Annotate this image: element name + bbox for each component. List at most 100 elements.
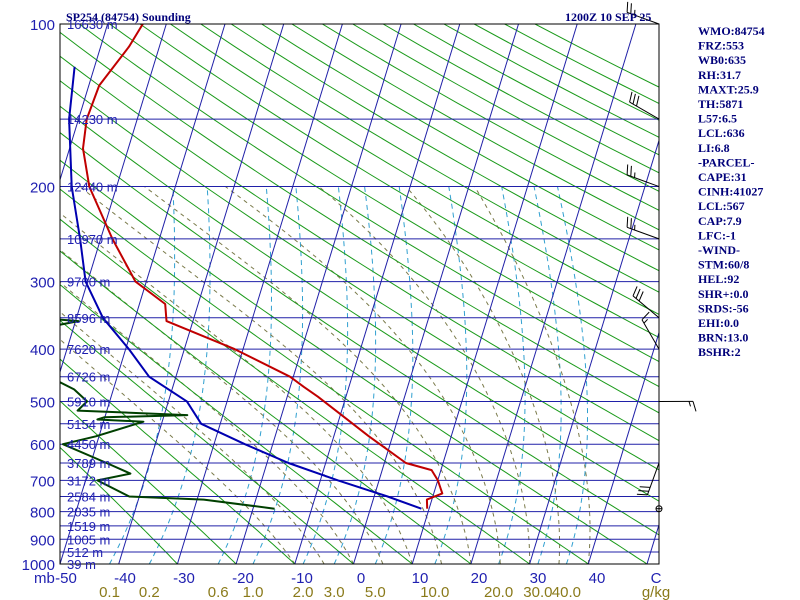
height-tick: 2035 m — [67, 505, 110, 520]
temperature-tick: -50 — [55, 570, 77, 587]
wind-barb — [641, 311, 660, 350]
pressure-tick: 1000 — [22, 557, 55, 574]
height-tick: 14230 m — [67, 112, 118, 127]
temperature-tick: 0 — [357, 570, 365, 587]
temperature-tick: -40 — [114, 570, 136, 587]
mixing-ratio-tick: 0.1 — [99, 584, 120, 600]
wind-barb — [658, 400, 697, 412]
wind-barb — [655, 505, 663, 513]
mixing-ratio-line — [434, 186, 468, 564]
mixing-ratio-tick: 0.6 — [208, 584, 229, 600]
pressure-tick: 300 — [30, 275, 55, 292]
height-tick: 3172 m — [67, 473, 110, 488]
mixing-ratio-line — [374, 186, 414, 564]
moist-adiabat — [79, 186, 443, 564]
mixing-ratio-line — [333, 186, 377, 564]
height-tick: 1005 m — [67, 532, 110, 547]
stability-index: BRN:13.0 — [698, 331, 748, 345]
height-tick: 12440 m — [67, 180, 118, 195]
valid-time: 1200Z 10 SEP 25 — [565, 10, 651, 24]
height-tick-labels: 16630 m 14230 m 12440 m 10970 m 9700 m 8596 m… — [67, 17, 118, 572]
height-tick: 16630 m — [67, 17, 118, 32]
stability-index: CINH:41027 — [698, 185, 763, 199]
height-tick: 512 m — [67, 545, 103, 560]
height-tick: 7620 m — [67, 342, 110, 357]
temperature-tick: C — [651, 570, 662, 587]
stability-index: CAP:7.9 — [698, 214, 742, 228]
stability-index: WB0:635 — [698, 53, 746, 67]
stability-index: CAPE:31 — [698, 170, 747, 184]
isotherm — [60, 24, 109, 182]
mixing-ratio-tick: 40.0 — [552, 584, 581, 600]
temperature-tick: -10 — [291, 570, 313, 587]
pressure-tick: 200 — [30, 180, 55, 197]
pressure-tick: 100 — [30, 17, 55, 34]
isotherm — [587, 330, 659, 564]
height-tick: 5154 m — [67, 417, 110, 432]
stability-index: L57:6.5 — [698, 112, 737, 126]
parcel-profile — [68, 66, 422, 510]
stability-index: -WIND- — [698, 243, 740, 257]
isotherm — [529, 138, 659, 564]
stability-index: LCL:636 — [698, 126, 745, 140]
isotherm — [60, 24, 167, 374]
moist-adiabat — [225, 186, 501, 564]
temperature-tick: 30 — [530, 570, 547, 587]
wind-barb — [629, 91, 660, 120]
pressure-unit-label: mb — [34, 570, 55, 587]
stability-index: WMO:84754 — [698, 24, 765, 38]
stability-index: RH:31.7 — [698, 68, 741, 82]
moist-adiabat — [60, 338, 296, 564]
isotherm — [176, 24, 343, 564]
stability-index: TH:5871 — [698, 97, 743, 111]
wind-barb — [636, 462, 660, 496]
stability-index: EHI:0.0 — [698, 316, 739, 330]
isotherm — [470, 24, 637, 564]
stability-indices: WMO:84754FRZ:553WB0:635RH:31.7MAXT:25.9T… — [698, 24, 765, 359]
isotherm — [353, 24, 519, 564]
height-tick: 1519 m — [67, 519, 110, 534]
chart-title: SP254 (84754) Sounding — [66, 10, 191, 24]
mixing-ratio-line — [302, 186, 349, 564]
moist-adiabat — [60, 281, 354, 564]
pressure-tick: 700 — [30, 473, 55, 490]
plot-background — [60, 24, 659, 564]
stability-index: MAXT:25.9 — [698, 82, 759, 96]
mixing-ratio-tick: 20.0 — [484, 584, 513, 600]
height-tick: 39 m — [67, 557, 96, 572]
pressure-tick: 900 — [30, 532, 55, 549]
height-tick: 9700 m — [67, 275, 110, 290]
mixing-ratio-tick: 3.0 — [324, 584, 345, 600]
pressure-tick: 600 — [30, 437, 55, 454]
mixing-ratio-tick: 2.0 — [293, 584, 314, 600]
pressure-tick: 400 — [30, 342, 55, 359]
stability-index: -PARCEL- — [698, 155, 754, 169]
height-tick: 3789 m — [67, 456, 110, 471]
mixing-ratio-tick: 5.0 — [365, 584, 386, 600]
isotherm — [118, 24, 285, 564]
mixing-ratio-tick: 10.0 — [420, 584, 449, 600]
wind-barb — [626, 1, 660, 25]
plot-area — [60, 24, 659, 564]
height-tick: 4450 m — [67, 437, 110, 452]
pressure-tick: 800 — [30, 505, 55, 522]
stability-index: FRZ:553 — [698, 39, 744, 53]
mixing-ratio-tick: 1.0 — [243, 584, 264, 600]
height-tick: 10970 m — [67, 232, 118, 247]
temperature-tick: 10 — [412, 570, 429, 587]
mixing-ratio-unit: g/kg — [642, 584, 670, 600]
plot-frame — [59, 23, 660, 565]
mixing-ratio-tick: 30.0 — [523, 584, 552, 600]
stability-index: LFC:-1 — [698, 228, 736, 242]
isotherm — [235, 24, 402, 564]
stability-index: BSHR:2 — [698, 345, 741, 359]
temperature-tick-labels: mb -50 -40 -30 -20 -10 0 10 20 30 40 C — [34, 570, 662, 587]
wind-barb — [626, 216, 660, 240]
mixing-ratio-tick: 0.2 — [139, 584, 160, 600]
temperature-tick: 40 — [589, 570, 606, 587]
sounding-profiles — [60, 24, 444, 510]
temperature-tick: -20 — [232, 570, 254, 587]
pressure-tick-labels: 100 200 300 400 500 600 700 800 900 1000 — [22, 17, 55, 574]
stability-index: STM:60/8 — [698, 258, 749, 272]
